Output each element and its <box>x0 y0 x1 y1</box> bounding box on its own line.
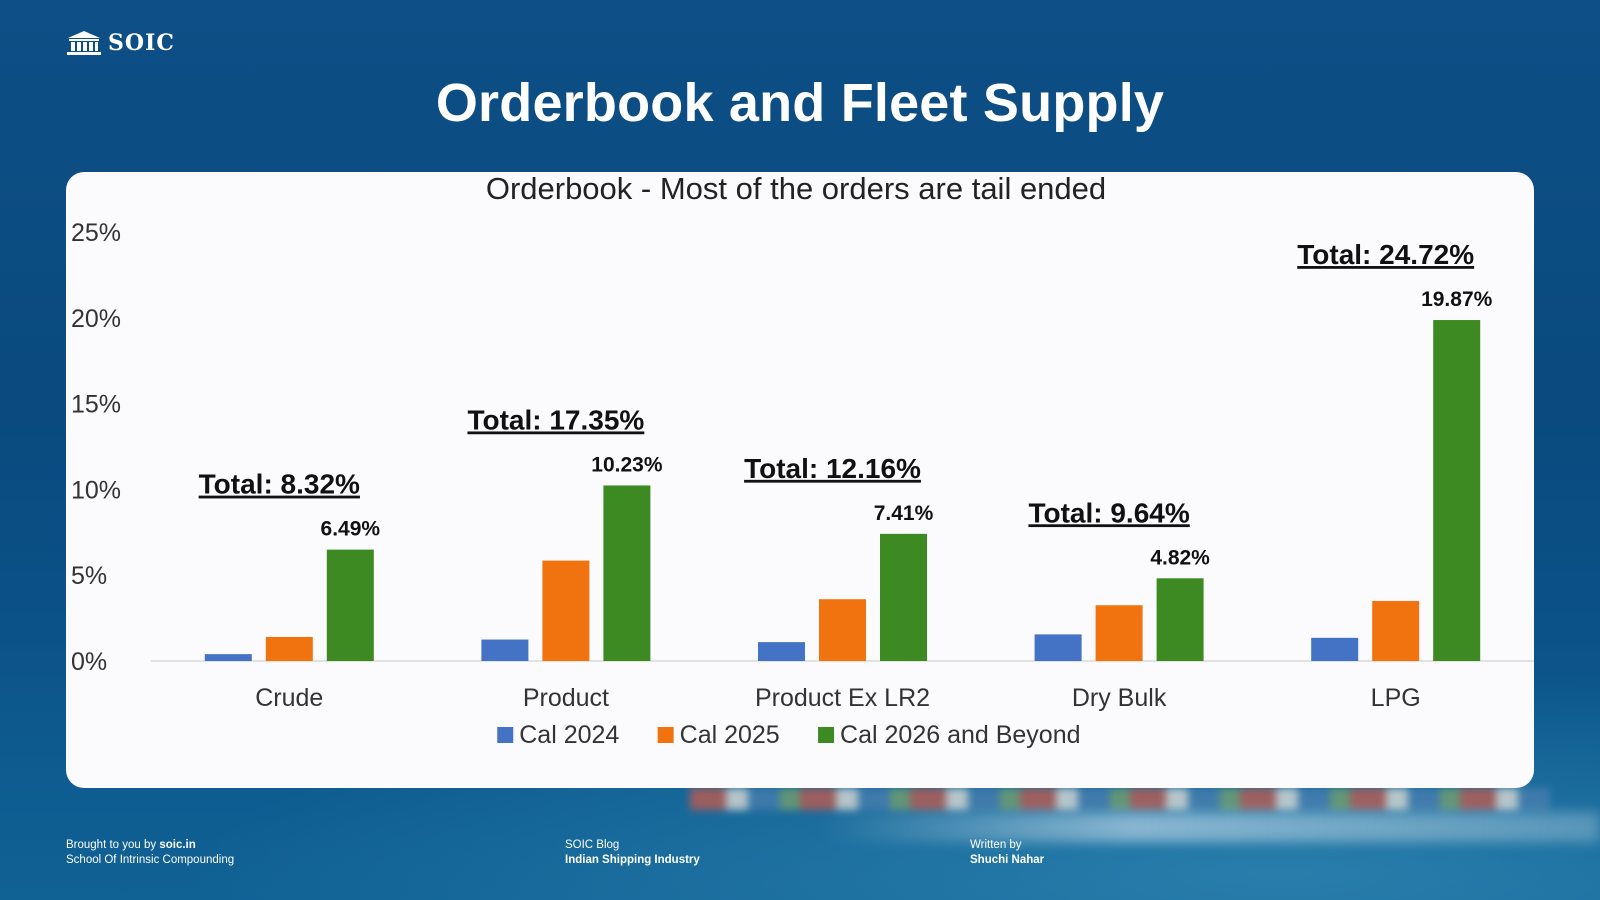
legend-label: Cal 2024 <box>519 721 619 749</box>
footer-prefix: Brought to you by <box>66 839 160 851</box>
background-ship-wake <box>820 812 1600 842</box>
page-title: Orderbook and Fleet Supply <box>435 73 1165 133</box>
value-label: 10.23% <box>591 453 663 476</box>
footer-author: Written by Shuchi Nahar <box>970 838 1044 868</box>
bar-cal-2024 <box>204 654 252 661</box>
legend-swatch <box>818 727 835 743</box>
soic-logo: SOIC <box>66 30 175 56</box>
logo-text: SOIC <box>108 30 175 56</box>
legend-label: Cal 2026 and Beyond <box>840 721 1080 749</box>
bar-cal-2024 <box>1311 637 1359 661</box>
bar-cal-2025 <box>819 599 866 661</box>
bar-cal-2026-and-beyond <box>1433 320 1481 661</box>
background-ship-containers <box>690 788 1550 810</box>
total-label: Total: 12.16% <box>744 453 921 484</box>
footer-author-name: Shuchi Nahar <box>970 854 1045 866</box>
value-label: 6.49% <box>321 518 381 541</box>
y-tick-label: 0% <box>71 648 107 676</box>
legend-swatch <box>497 727 514 743</box>
bar-cal-2026-and-beyond <box>603 485 651 661</box>
bar-cal-2026-and-beyond <box>1156 578 1204 661</box>
category-label: Crude <box>255 684 323 712</box>
y-tick-label: 20% <box>71 305 121 333</box>
bar-cal-2024 <box>1034 634 1082 661</box>
footer-credit: Brought to you by soic.in School Of Intr… <box>66 838 234 868</box>
bar-cal-2025 <box>265 636 313 661</box>
legend-label: Cal 2025 <box>680 721 780 749</box>
bar-cal-2024 <box>481 639 529 661</box>
category-label: LPG <box>1371 684 1421 712</box>
bar-cal-2026-and-beyond <box>880 533 927 661</box>
y-tick-label: 5% <box>71 562 107 590</box>
chart-card: Orderbook - Most of the orders are tail … <box>66 172 1534 788</box>
y-tick-label: 15% <box>71 391 121 419</box>
y-tick-label: 25% <box>71 219 121 247</box>
footer-written-by: Written by <box>970 839 1022 851</box>
value-label: 4.82% <box>1150 546 1210 569</box>
bar-cal-2025 <box>542 560 590 661</box>
total-label: Total: 9.64% <box>1028 497 1189 528</box>
category-label: Product Ex LR2 <box>755 684 930 712</box>
bar-cal-2025 <box>1095 605 1143 661</box>
footer-site-link[interactable]: soic.in <box>159 839 196 851</box>
category-label: Product <box>523 684 609 712</box>
total-label: Total: 24.72% <box>1297 239 1474 270</box>
footer-blog: SOIC Blog Indian Shipping Industry <box>565 838 700 868</box>
value-label: 19.87% <box>1421 288 1493 311</box>
bar-cal-2025 <box>1372 600 1420 661</box>
bar-cal-2026-and-beyond <box>326 549 374 661</box>
footer-blog-topic: Indian Shipping Industry <box>565 854 700 866</box>
chart-title: Orderbook - Most of the orders are tail … <box>486 172 1106 206</box>
bar-chart: Orderbook - Most of the orders are tail … <box>71 172 1534 749</box>
value-label: 7.41% <box>874 502 934 525</box>
legend-swatch <box>657 727 674 743</box>
total-label: Total: 17.35% <box>467 404 644 435</box>
building-icon <box>67 31 101 55</box>
footer-school-name: School Of Intrinsic Compounding <box>66 854 235 866</box>
y-tick-label: 10% <box>71 476 121 504</box>
footer-blog-label: SOIC Blog <box>565 839 620 851</box>
bar-cal-2024 <box>758 642 805 661</box>
category-label: Dry Bulk <box>1072 684 1167 712</box>
total-label: Total: 8.32% <box>199 469 360 500</box>
